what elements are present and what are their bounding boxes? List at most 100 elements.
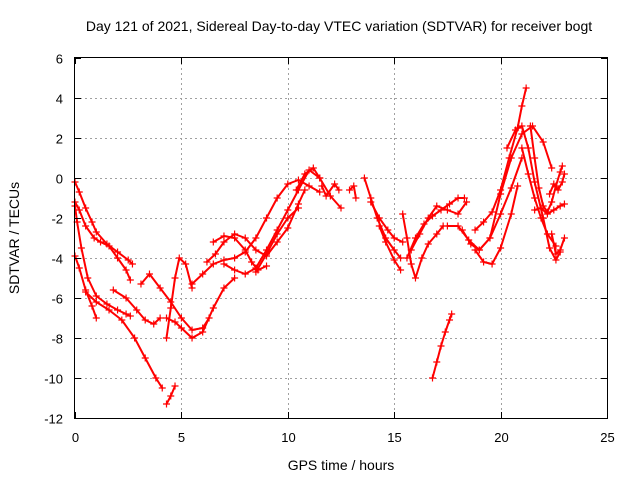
data-point-marker [543,210,551,218]
data-point-marker [248,258,256,266]
data-point-marker [122,266,130,274]
series-track-9 [163,254,196,342]
data-point-marker [177,324,185,332]
data-point-marker [220,284,228,292]
data-point-marker [531,194,539,202]
series-line [401,213,445,279]
data-point-marker [335,186,343,194]
data-point-marker [463,198,471,206]
data-point-marker [537,204,545,212]
data-point-marker [548,198,556,206]
data-point-marker [524,170,532,178]
data-point-marker [526,122,534,130]
data-point-marker [209,260,217,268]
data-point-marker [103,300,111,308]
data-point-marker [241,234,249,242]
data-point-marker [128,260,136,268]
data-point-marker [360,174,368,182]
series-track-28 [471,182,522,268]
data-point-marker [535,184,543,192]
y-tick-label: 0 [56,172,63,187]
data-point-marker [546,190,554,198]
series-track-22 [399,210,447,282]
data-point-marker [518,102,526,110]
data-point-marker [158,384,166,392]
data-point-marker [273,230,281,238]
series-track-6 [163,382,179,408]
data-point-marker [263,250,271,258]
data-point-marker [399,210,407,218]
data-point-marker [252,268,260,276]
data-point-marker [305,182,313,190]
data-point-marker [446,200,454,208]
data-point-marker [156,284,164,292]
data-point-marker [518,144,526,152]
data-point-marker [75,206,83,214]
data-point-marker [163,400,171,408]
series-track-18 [346,182,360,202]
series-line [84,291,164,389]
data-point-marker [82,288,90,296]
data-point-marker [505,154,513,162]
data-point-marker [433,358,441,366]
y-tick-label: -12 [44,412,63,427]
data-point-marker [171,274,179,282]
data-point-marker [560,200,568,208]
series-line [165,257,193,339]
series-line [348,185,357,199]
series-line [74,201,132,281]
series-track-10 [163,274,239,342]
data-point-marker [188,280,196,288]
data-point-marker [188,334,196,342]
data-point-marker [480,218,488,226]
data-point-marker [241,246,249,254]
data-point-marker [322,192,330,200]
data-point-marker [220,238,228,246]
data-point-marker [114,248,122,256]
data-point-marker [209,238,217,246]
data-point-marker [171,318,179,326]
data-point-marker [199,270,207,278]
data-point-marker [199,328,207,336]
data-point-marker [145,270,153,278]
data-point-marker [531,154,539,162]
data-point-marker [77,244,85,252]
series-line [550,233,566,255]
data-point-marker [284,206,292,214]
data-series [71,84,568,408]
data-point-marker [433,230,441,238]
data-point-marker [486,234,494,242]
y-tick-label: 2 [56,132,63,147]
data-point-marker [316,188,324,196]
y-tick-label: -8 [51,332,63,347]
series-track-4 [71,198,134,284]
plot-frame [74,57,608,419]
data-point-marker [163,314,171,322]
data-point-marker [133,306,141,314]
data-point-marker [537,214,545,222]
data-point-marker [109,286,117,294]
data-point-marker [263,262,271,270]
data-point-marker [75,264,83,272]
data-point-marker [124,256,132,264]
data-point-marker [488,260,496,268]
series-track-12 [203,186,309,266]
x-tick-label: 20 [494,430,508,445]
y-tick-label: -10 [44,372,63,387]
data-point-marker [560,234,568,242]
data-point-marker [82,204,90,212]
series-line [320,183,340,197]
data-point-marker [131,334,139,342]
series-track-35 [429,310,456,382]
data-point-marker [231,254,239,262]
data-point-marker [284,224,292,232]
series-track-11 [188,176,324,288]
series-line [378,225,402,271]
y-tick-label: 6 [56,52,63,67]
series-track-8 [137,270,213,334]
data-point-marker [231,234,239,242]
data-point-marker [411,274,419,282]
data-point-marker [507,184,515,192]
data-point-marker [126,312,134,320]
